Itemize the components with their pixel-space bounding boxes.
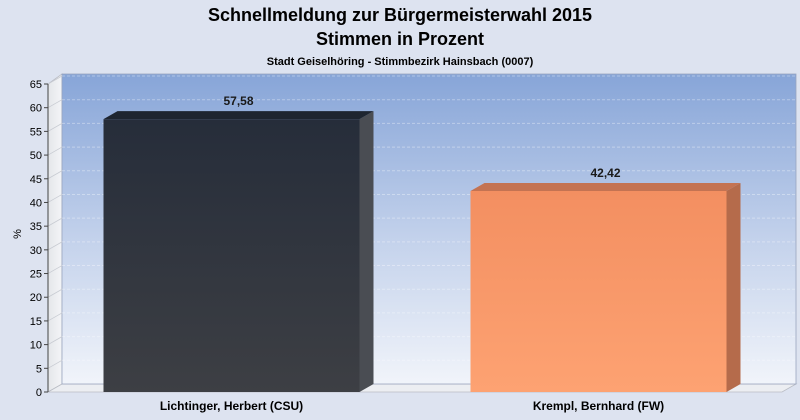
chart-title-line2: Stimmen in Prozent xyxy=(316,29,484,49)
y-tick-label: 30 xyxy=(30,245,42,257)
y-tick-label: 15 xyxy=(30,316,42,328)
gridline-wall xyxy=(47,312,63,322)
gridline-wall xyxy=(47,336,63,345)
bar-2: 42,42 xyxy=(470,166,741,392)
bar-value-label: 42,42 xyxy=(590,166,620,180)
y-tick-label: 25 xyxy=(30,269,42,281)
bar-front xyxy=(103,119,360,392)
bar-side xyxy=(359,111,374,392)
y-tick-label: 40 xyxy=(30,197,42,209)
bar-1: 57,58 xyxy=(103,94,374,392)
gridline-wall xyxy=(47,170,63,180)
gridline-wall xyxy=(47,194,63,203)
y-tick-label: 45 xyxy=(30,174,42,186)
x-category-label: Lichtinger, Herbert (CSU) xyxy=(160,399,303,413)
y-tick-label: 5 xyxy=(36,363,42,375)
bar-top xyxy=(103,111,374,120)
y-tick-label: 35 xyxy=(30,221,42,233)
bar-front xyxy=(470,190,727,392)
chart-subtitle: Stadt Geiselhöring - Stimmbezirk Hainsba… xyxy=(267,56,534,68)
gridline-wall xyxy=(47,288,63,298)
y-tick-label: 65 xyxy=(30,79,42,91)
gridline-wall xyxy=(47,265,63,274)
gridline-wall xyxy=(47,359,63,369)
y-tick-label: 50 xyxy=(30,150,42,162)
x-axis-labels: Lichtinger, Herbert (CSU) Krempl, Bernhar… xyxy=(160,399,664,413)
gridline-wall xyxy=(47,241,63,251)
y-tick-label: 10 xyxy=(30,340,42,352)
gridline-wall xyxy=(47,146,63,156)
x-category-label: Krempl, Bernhard (FW) xyxy=(533,399,664,413)
bar-top xyxy=(470,182,741,191)
bar-side xyxy=(726,182,741,392)
y-tick-label: 20 xyxy=(30,292,42,304)
y-axis-label: % xyxy=(12,229,24,239)
bars: 57,58 42,42 xyxy=(103,94,741,392)
gridline-wall xyxy=(47,99,63,109)
y-tick-label: 60 xyxy=(30,103,42,115)
gridline-wall xyxy=(47,75,63,85)
gridline-wall xyxy=(47,217,63,227)
bar-value-label: 57,58 xyxy=(223,94,253,108)
y-axis-ticks: 0 5 10 15 20 25 30 35 40 45 50 55 60 65 xyxy=(30,79,48,399)
chart-title: Schnellmeldung zur Bürgermeisterwahl 201… xyxy=(208,5,592,25)
y-tick-label: 0 xyxy=(36,387,42,399)
gridline-wall xyxy=(47,123,63,132)
y-tick-label: 55 xyxy=(30,126,42,138)
plot-left-wall xyxy=(47,73,63,393)
